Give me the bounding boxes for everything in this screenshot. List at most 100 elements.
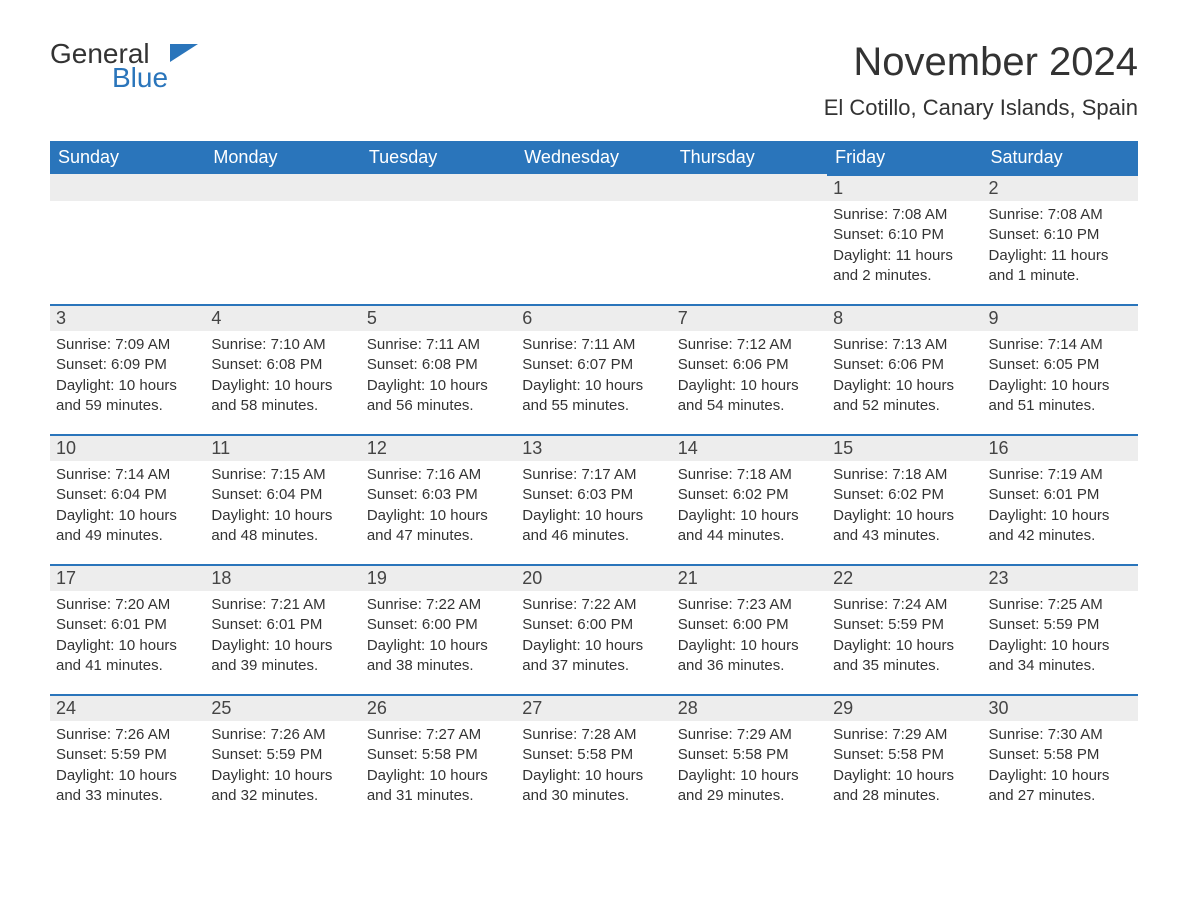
logo-triangle-icon: [170, 44, 198, 62]
day-details: Sunrise: 7:18 AMSunset: 6:02 PMDaylight:…: [827, 461, 982, 556]
calendar-day-cell: 26Sunrise: 7:27 AMSunset: 5:58 PMDayligh…: [361, 694, 516, 824]
day-header: Sunday: [50, 141, 205, 174]
day-details: Sunrise: 7:11 AMSunset: 6:07 PMDaylight:…: [516, 331, 671, 426]
day-number: 5: [361, 304, 516, 331]
calendar-day-cell: 7Sunrise: 7:12 AMSunset: 6:06 PMDaylight…: [672, 304, 827, 434]
calendar-day-cell: [516, 174, 671, 304]
calendar-day-cell: 15Sunrise: 7:18 AMSunset: 6:02 PMDayligh…: [827, 434, 982, 564]
day-details: Sunrise: 7:18 AMSunset: 6:02 PMDaylight:…: [672, 461, 827, 556]
calendar-day-cell: 14Sunrise: 7:18 AMSunset: 6:02 PMDayligh…: [672, 434, 827, 564]
month-title: November 2024: [824, 40, 1138, 85]
empty-day: [50, 174, 205, 201]
day-number: 13: [516, 434, 671, 461]
day-details: Sunrise: 7:10 AMSunset: 6:08 PMDaylight:…: [205, 331, 360, 426]
day-details: Sunrise: 7:16 AMSunset: 6:03 PMDaylight:…: [361, 461, 516, 556]
day-details: Sunrise: 7:30 AMSunset: 5:58 PMDaylight:…: [983, 721, 1138, 816]
calendar-day-cell: 2Sunrise: 7:08 AMSunset: 6:10 PMDaylight…: [983, 174, 1138, 304]
calendar-week-row: 24Sunrise: 7:26 AMSunset: 5:59 PMDayligh…: [50, 694, 1138, 824]
day-number: 9: [983, 304, 1138, 331]
calendar-day-cell: 19Sunrise: 7:22 AMSunset: 6:00 PMDayligh…: [361, 564, 516, 694]
day-header: Wednesday: [516, 141, 671, 174]
day-number: 25: [205, 694, 360, 721]
day-details: Sunrise: 7:21 AMSunset: 6:01 PMDaylight:…: [205, 591, 360, 686]
calendar-day-cell: 10Sunrise: 7:14 AMSunset: 6:04 PMDayligh…: [50, 434, 205, 564]
calendar-day-cell: 16Sunrise: 7:19 AMSunset: 6:01 PMDayligh…: [983, 434, 1138, 564]
day-number: 30: [983, 694, 1138, 721]
calendar-body: 1Sunrise: 7:08 AMSunset: 6:10 PMDaylight…: [50, 174, 1138, 824]
empty-day: [361, 174, 516, 201]
calendar-day-cell: [361, 174, 516, 304]
day-number: 14: [672, 434, 827, 461]
day-number: 6: [516, 304, 671, 331]
empty-day: [516, 174, 671, 201]
calendar-day-cell: 23Sunrise: 7:25 AMSunset: 5:59 PMDayligh…: [983, 564, 1138, 694]
day-number: 23: [983, 564, 1138, 591]
day-number: 7: [672, 304, 827, 331]
day-header: Thursday: [672, 141, 827, 174]
calendar-day-cell: 13Sunrise: 7:17 AMSunset: 6:03 PMDayligh…: [516, 434, 671, 564]
calendar-day-cell: 11Sunrise: 7:15 AMSunset: 6:04 PMDayligh…: [205, 434, 360, 564]
day-details: Sunrise: 7:11 AMSunset: 6:08 PMDaylight:…: [361, 331, 516, 426]
calendar-day-cell: 27Sunrise: 7:28 AMSunset: 5:58 PMDayligh…: [516, 694, 671, 824]
calendar-table: SundayMondayTuesdayWednesdayThursdayFrid…: [50, 141, 1138, 824]
day-header: Tuesday: [361, 141, 516, 174]
calendar-week-row: 1Sunrise: 7:08 AMSunset: 6:10 PMDaylight…: [50, 174, 1138, 304]
calendar-day-cell: 5Sunrise: 7:11 AMSunset: 6:08 PMDaylight…: [361, 304, 516, 434]
day-details: Sunrise: 7:26 AMSunset: 5:59 PMDaylight:…: [205, 721, 360, 816]
day-details: Sunrise: 7:14 AMSunset: 6:05 PMDaylight:…: [983, 331, 1138, 426]
day-details: Sunrise: 7:19 AMSunset: 6:01 PMDaylight:…: [983, 461, 1138, 556]
day-number: 29: [827, 694, 982, 721]
day-details: Sunrise: 7:08 AMSunset: 6:10 PMDaylight:…: [827, 201, 982, 296]
day-number: 22: [827, 564, 982, 591]
calendar-day-cell: 20Sunrise: 7:22 AMSunset: 6:00 PMDayligh…: [516, 564, 671, 694]
calendar-day-cell: 12Sunrise: 7:16 AMSunset: 6:03 PMDayligh…: [361, 434, 516, 564]
calendar-day-cell: 3Sunrise: 7:09 AMSunset: 6:09 PMDaylight…: [50, 304, 205, 434]
day-details: Sunrise: 7:13 AMSunset: 6:06 PMDaylight:…: [827, 331, 982, 426]
day-details: Sunrise: 7:23 AMSunset: 6:00 PMDaylight:…: [672, 591, 827, 686]
calendar-day-cell: 6Sunrise: 7:11 AMSunset: 6:07 PMDaylight…: [516, 304, 671, 434]
day-details: Sunrise: 7:22 AMSunset: 6:00 PMDaylight:…: [361, 591, 516, 686]
calendar-day-cell: 25Sunrise: 7:26 AMSunset: 5:59 PMDayligh…: [205, 694, 360, 824]
calendar-day-cell: 22Sunrise: 7:24 AMSunset: 5:59 PMDayligh…: [827, 564, 982, 694]
day-details: Sunrise: 7:20 AMSunset: 6:01 PMDaylight:…: [50, 591, 205, 686]
location-text: El Cotillo, Canary Islands, Spain: [824, 95, 1138, 121]
day-details: Sunrise: 7:12 AMSunset: 6:06 PMDaylight:…: [672, 331, 827, 426]
calendar-day-cell: 4Sunrise: 7:10 AMSunset: 6:08 PMDaylight…: [205, 304, 360, 434]
calendar-week-row: 17Sunrise: 7:20 AMSunset: 6:01 PMDayligh…: [50, 564, 1138, 694]
day-details: Sunrise: 7:28 AMSunset: 5:58 PMDaylight:…: [516, 721, 671, 816]
header: General Blue November 2024 El Cotillo, C…: [50, 40, 1138, 135]
calendar-day-cell: 24Sunrise: 7:26 AMSunset: 5:59 PMDayligh…: [50, 694, 205, 824]
title-block: November 2024 El Cotillo, Canary Islands…: [824, 40, 1138, 135]
day-number: 15: [827, 434, 982, 461]
day-details: Sunrise: 7:29 AMSunset: 5:58 PMDaylight:…: [672, 721, 827, 816]
calendar-day-cell: [672, 174, 827, 304]
logo: General Blue: [50, 40, 198, 92]
day-number: 21: [672, 564, 827, 591]
day-header: Saturday: [983, 141, 1138, 174]
day-details: Sunrise: 7:15 AMSunset: 6:04 PMDaylight:…: [205, 461, 360, 556]
calendar-day-cell: 9Sunrise: 7:14 AMSunset: 6:05 PMDaylight…: [983, 304, 1138, 434]
day-number: 24: [50, 694, 205, 721]
calendar-day-cell: [205, 174, 360, 304]
calendar-day-cell: 1Sunrise: 7:08 AMSunset: 6:10 PMDaylight…: [827, 174, 982, 304]
calendar-day-cell: 17Sunrise: 7:20 AMSunset: 6:01 PMDayligh…: [50, 564, 205, 694]
day-details: Sunrise: 7:17 AMSunset: 6:03 PMDaylight:…: [516, 461, 671, 556]
calendar-week-row: 3Sunrise: 7:09 AMSunset: 6:09 PMDaylight…: [50, 304, 1138, 434]
calendar-day-cell: 29Sunrise: 7:29 AMSunset: 5:58 PMDayligh…: [827, 694, 982, 824]
day-number: 20: [516, 564, 671, 591]
day-details: Sunrise: 7:08 AMSunset: 6:10 PMDaylight:…: [983, 201, 1138, 296]
logo-text-block: General Blue: [50, 40, 168, 92]
empty-day: [205, 174, 360, 201]
logo-word2: Blue: [112, 64, 168, 92]
day-number: 27: [516, 694, 671, 721]
day-number: 28: [672, 694, 827, 721]
calendar-day-cell: 8Sunrise: 7:13 AMSunset: 6:06 PMDaylight…: [827, 304, 982, 434]
day-details: Sunrise: 7:22 AMSunset: 6:00 PMDaylight:…: [516, 591, 671, 686]
calendar-day-cell: 30Sunrise: 7:30 AMSunset: 5:58 PMDayligh…: [983, 694, 1138, 824]
day-number: 18: [205, 564, 360, 591]
day-details: Sunrise: 7:27 AMSunset: 5:58 PMDaylight:…: [361, 721, 516, 816]
day-number: 12: [361, 434, 516, 461]
calendar-header-row: SundayMondayTuesdayWednesdayThursdayFrid…: [50, 141, 1138, 174]
day-details: Sunrise: 7:14 AMSunset: 6:04 PMDaylight:…: [50, 461, 205, 556]
calendar-day-cell: 21Sunrise: 7:23 AMSunset: 6:00 PMDayligh…: [672, 564, 827, 694]
